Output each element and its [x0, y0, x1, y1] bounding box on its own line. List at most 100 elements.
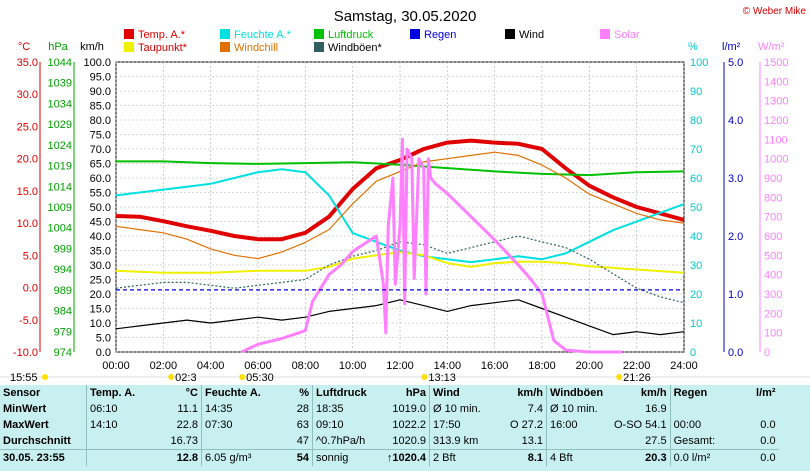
pressure-axis-tick-label: 1039	[48, 78, 72, 90]
sun-marker-label: 15:55	[10, 372, 38, 384]
header-wind: Wind	[429, 385, 494, 401]
wind-axis-tick-label: 10.0	[90, 318, 111, 330]
sun-marker-dot	[42, 374, 48, 380]
humidity-value: 47	[296, 435, 309, 447]
pressure-value: ↑1020.4	[383, 449, 430, 466]
header-gusts: Windböen	[546, 385, 611, 401]
wind-axis-tick-label: 0.0	[96, 347, 111, 359]
pressure-value: 1022.2	[392, 419, 426, 431]
sun-marker-label: 02:3	[175, 372, 196, 384]
temp-axis-tick-label: 25.0	[17, 121, 38, 133]
row-label: MaxWert	[3, 419, 49, 431]
wind-value: 13.1	[521, 435, 543, 447]
summary-row-avg: Durchschnitt 16.73 47 ^0.7hPa/h 1020.9 3…	[0, 433, 779, 450]
humidity-time	[201, 433, 282, 450]
wind-beaufort: 2 Bft	[429, 449, 494, 466]
rain-axis-tick-label: 3.0	[728, 173, 743, 185]
pressure-axis-tick-label: 1004	[48, 223, 72, 235]
pressure-value: 1019.0	[392, 403, 426, 415]
sun-marker-label: 05:30	[246, 372, 274, 384]
legend-label: Regen	[424, 29, 456, 41]
wind-value: 8.1	[494, 449, 547, 466]
wind-axis-tick-label: 45.0	[90, 217, 111, 229]
solar-axis-tick-label: 900	[764, 173, 782, 185]
pressure-axis-tick-label: 989	[54, 285, 72, 297]
solar-axis-tick-label: 400	[764, 270, 782, 282]
x-tick-label: 20:00	[576, 360, 604, 372]
temp-time: 14:10	[86, 417, 155, 433]
summary-table: Sensor Temp. A. °C Feuchte A. % Luftdruc…	[0, 385, 810, 471]
summary-row-max: MaxWert 14:10 22.8 07:30 63 09:10 1022.2…	[0, 417, 779, 433]
rain-value: 0.0	[760, 435, 776, 447]
rain-value: 0.0	[760, 419, 776, 431]
summary-header-row: Sensor Temp. A. °C Feuchte A. % Luftdruc…	[0, 385, 779, 401]
temp-time	[86, 449, 155, 466]
wind-axis-tick-label: 35.0	[90, 246, 111, 258]
gusts-label: Ø 10 min.	[546, 401, 611, 417]
weather-chart: 00:00 02:00 04:00 06:00 08:00 10:00 12:00 14:00…	[0, 6, 810, 384]
legend-label: Temp. A.*	[138, 29, 186, 41]
pressure-axis-unit: hPa	[48, 41, 68, 53]
wind-axis-tick-label: 80.0	[90, 115, 111, 127]
solar-axis-tick-label: 1100	[764, 134, 788, 146]
temp-value: 16.73	[170, 435, 198, 447]
pressure-axis-tick-label: 1024	[48, 140, 72, 152]
rain-label: Gesamt:	[669, 433, 733, 450]
wind-axis-unit: km/h	[80, 41, 104, 53]
solar-axis-tick-label: 1200	[764, 115, 788, 127]
pressure-axis-tick-label: 1044	[48, 57, 72, 69]
wind-axis-tick-label: 40.0	[90, 231, 111, 243]
wind-axis-tick-label: 60.0	[90, 173, 111, 185]
wind-axis-tick-label: 85.0	[90, 101, 111, 113]
pressure-axis-tick-label: 1014	[48, 181, 72, 193]
humidity-axis-tick-label: 0	[690, 347, 696, 359]
temp-value: 11.1	[177, 403, 198, 415]
header-pressure: Luftdruck	[312, 385, 383, 401]
gusts-label	[546, 433, 611, 450]
wind-axis-tick-label: 95.0	[90, 72, 111, 84]
wind-axis-tick-label: 15.0	[90, 304, 111, 316]
humidity-axis-tick-label: 80	[690, 115, 702, 127]
pressure-axis-tick-label: 1029	[48, 119, 72, 131]
header-rain: Regen	[669, 385, 733, 401]
temp-axis-tick-label: -10.0	[13, 347, 38, 359]
header-temp: Temp. A.	[86, 385, 155, 401]
humidity-time: 14:35	[201, 401, 282, 417]
pressure-axis-tick-label: 984	[54, 306, 72, 318]
wind-axis-tick-label: 20.0	[90, 289, 111, 301]
wind-axis-tick-label: 100.0	[83, 57, 111, 69]
wind-value: O 27.2	[509, 419, 543, 431]
temp-axis-tick-label: 10.0	[17, 218, 38, 230]
gusts-value: 16.9	[645, 403, 667, 415]
series-line	[115, 151, 685, 260]
solar-axis-tick-label: 600	[764, 231, 782, 243]
x-tick-label: 16:00	[481, 360, 509, 372]
sun-marker-dot	[421, 374, 428, 380]
temp-time	[86, 433, 155, 450]
wind-axis-tick-label: 55.0	[90, 188, 111, 200]
humidity-axis-tick-label: 10	[690, 318, 702, 330]
solar-axis-tick-label: 100	[764, 328, 782, 340]
legend-label: Taupunkt*	[138, 42, 188, 54]
weather-forecast: sonnig	[312, 449, 383, 466]
header-humidity: Feuchte A.	[201, 385, 282, 401]
row-label: MinWert	[3, 403, 47, 415]
x-tick-label: 08:00	[292, 360, 320, 372]
solar-axis-tick-label: 1500	[764, 57, 788, 69]
header-sensor: Sensor	[3, 387, 41, 399]
rain-label: 00:00	[669, 417, 733, 433]
wind-value: 7.4	[527, 403, 543, 415]
legend-label: Wind	[519, 29, 544, 41]
legend-swatch	[124, 42, 134, 52]
solar-axis-tick-label: 0	[764, 347, 770, 359]
header-gusts-unit: km/h	[640, 387, 667, 399]
series-line	[116, 160, 685, 177]
temp-axis-tick-label: 15.0	[17, 186, 38, 198]
chart-title: Samstag, 30.05.2020	[334, 8, 477, 25]
series-line	[115, 138, 685, 242]
solar-axis-tick-label: 1000	[764, 154, 788, 166]
pressure-axis-tick-label: 999	[54, 243, 72, 255]
rain-axis-tick-label: 4.0	[728, 115, 743, 127]
rain-axis-tick-label: 0.0	[728, 347, 743, 359]
pressure-trend: ^0.7hPa/h	[312, 433, 383, 450]
